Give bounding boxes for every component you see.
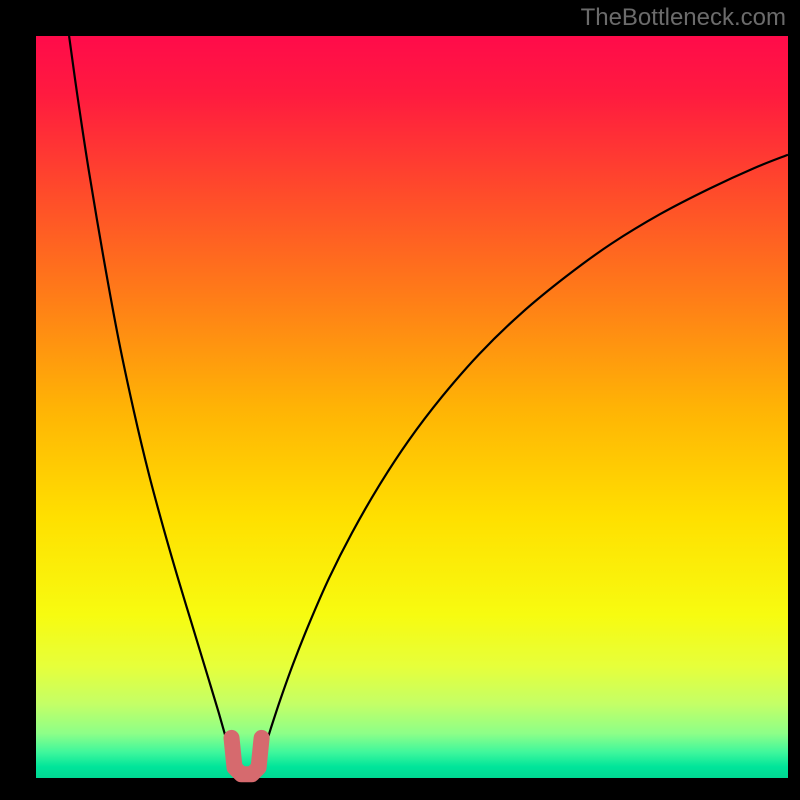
plot-curves [36, 36, 788, 778]
curve-right [259, 155, 788, 768]
notch-marker [232, 738, 262, 774]
curve-left [69, 36, 234, 768]
watermark-text: TheBottleneck.com [581, 4, 786, 32]
plot-area [36, 36, 788, 778]
chart-stage: { "canvas": { "width": 800, "height": 80… [0, 0, 800, 800]
